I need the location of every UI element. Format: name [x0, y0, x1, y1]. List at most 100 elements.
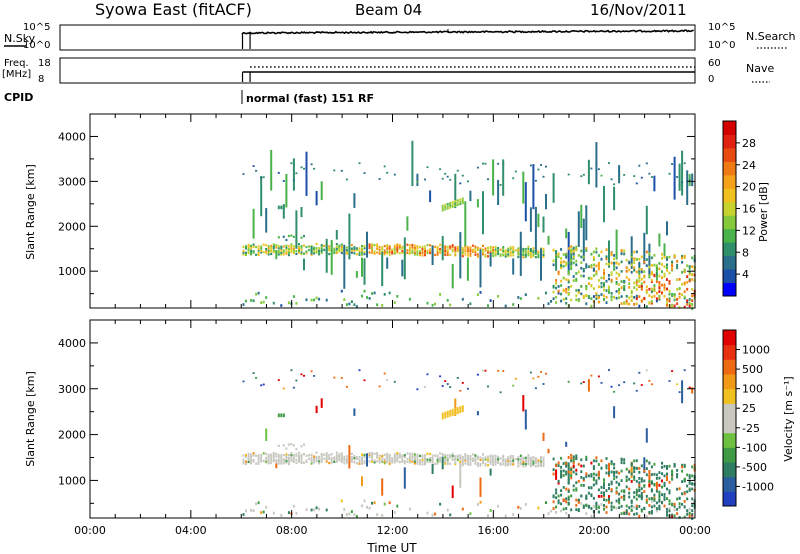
data-cell	[507, 253, 510, 256]
data-cell	[449, 253, 452, 256]
data-cell	[582, 173, 585, 176]
data-cell	[640, 268, 643, 271]
data-cell	[361, 457, 363, 461]
data-cell	[668, 509, 671, 513]
data-cell	[280, 455, 283, 459]
data-cell	[363, 453, 366, 457]
data-cell	[655, 280, 658, 283]
data-cell	[507, 250, 510, 254]
data-cell	[514, 249, 517, 252]
colorbar-swatch	[723, 462, 736, 478]
data-cell	[507, 463, 510, 467]
data-cell	[623, 497, 626, 501]
data-cell	[590, 265, 593, 269]
data-cell	[388, 249, 391, 252]
data-cell	[645, 369, 648, 372]
data-cell	[625, 258, 628, 262]
data-cell	[635, 389, 638, 392]
data-cell	[552, 500, 555, 504]
data-cell	[590, 507, 593, 510]
data-cell	[628, 495, 631, 499]
data-cell	[560, 456, 563, 460]
data-cell	[640, 487, 643, 491]
data-cell	[436, 462, 439, 465]
data-cell	[605, 301, 608, 304]
data-cell	[476, 246, 479, 249]
data-cell	[567, 272, 570, 276]
data-cell	[315, 249, 318, 252]
data-cell	[666, 298, 668, 301]
data-cell	[421, 463, 424, 466]
data-cell	[416, 458, 419, 461]
data-cell	[476, 248, 479, 251]
data-cell	[353, 456, 356, 459]
data-cell	[545, 291, 547, 295]
data-cell	[512, 177, 515, 180]
data-cell	[545, 501, 547, 504]
data-cell	[653, 287, 656, 290]
data-cell	[613, 474, 616, 477]
data-cell	[570, 453, 573, 457]
data-cell	[471, 459, 474, 462]
data-cell	[381, 478, 384, 496]
data-cell	[582, 506, 585, 509]
data-cell	[676, 473, 679, 476]
data-cell	[663, 495, 666, 499]
data-cell	[605, 248, 608, 251]
data-cell	[595, 270, 598, 273]
data-cell	[303, 244, 305, 247]
data-cell	[383, 453, 386, 456]
data-cell	[517, 247, 520, 250]
data-cell	[577, 289, 580, 292]
data-cell	[524, 462, 527, 466]
data-cell	[469, 455, 472, 458]
colorbar-tick-label: 24	[742, 159, 756, 172]
data-cell	[678, 287, 681, 291]
data-cell	[416, 181, 419, 183]
data-cell	[666, 510, 668, 514]
data-cell	[663, 286, 666, 289]
data-cell	[499, 253, 502, 256]
data-cell	[461, 297, 464, 301]
data-cell	[252, 452, 255, 455]
data-cell	[666, 472, 668, 476]
data-cell	[345, 303, 348, 306]
data-cell	[298, 458, 300, 461]
data-cell	[681, 503, 684, 506]
data-cell	[497, 162, 500, 165]
data-cell	[557, 481, 560, 485]
colorbar-swatch	[723, 330, 736, 346]
data-cell	[653, 263, 656, 267]
data-cell	[338, 459, 341, 462]
data-cell	[489, 468, 492, 476]
data-cell	[661, 263, 663, 266]
data-cell	[570, 494, 573, 498]
data-cell	[378, 459, 381, 462]
data-cell	[615, 475, 618, 479]
data-cell	[585, 455, 588, 459]
data-cell	[340, 460, 343, 463]
data-cell	[590, 264, 593, 267]
data-cell	[529, 251, 532, 254]
data-cell	[386, 461, 389, 464]
data-cell	[592, 465, 595, 468]
data-cell	[429, 252, 432, 255]
data-cell	[436, 460, 439, 463]
data-cell	[333, 456, 336, 459]
data-cell	[484, 247, 487, 250]
data-cell	[250, 249, 253, 252]
data-cell	[474, 460, 477, 463]
data-cell	[363, 459, 366, 462]
data-cell	[492, 463, 495, 467]
data-cell	[615, 277, 618, 280]
data-cell	[527, 252, 530, 255]
data-cell	[683, 500, 686, 503]
data-cell	[580, 494, 583, 498]
data-cell	[290, 234, 293, 237]
data-cell	[482, 253, 484, 256]
data-cell	[300, 457, 303, 460]
data-cell	[509, 248, 512, 251]
data-cell	[330, 459, 333, 462]
data-cell	[366, 296, 368, 299]
data-cell	[282, 253, 285, 256]
